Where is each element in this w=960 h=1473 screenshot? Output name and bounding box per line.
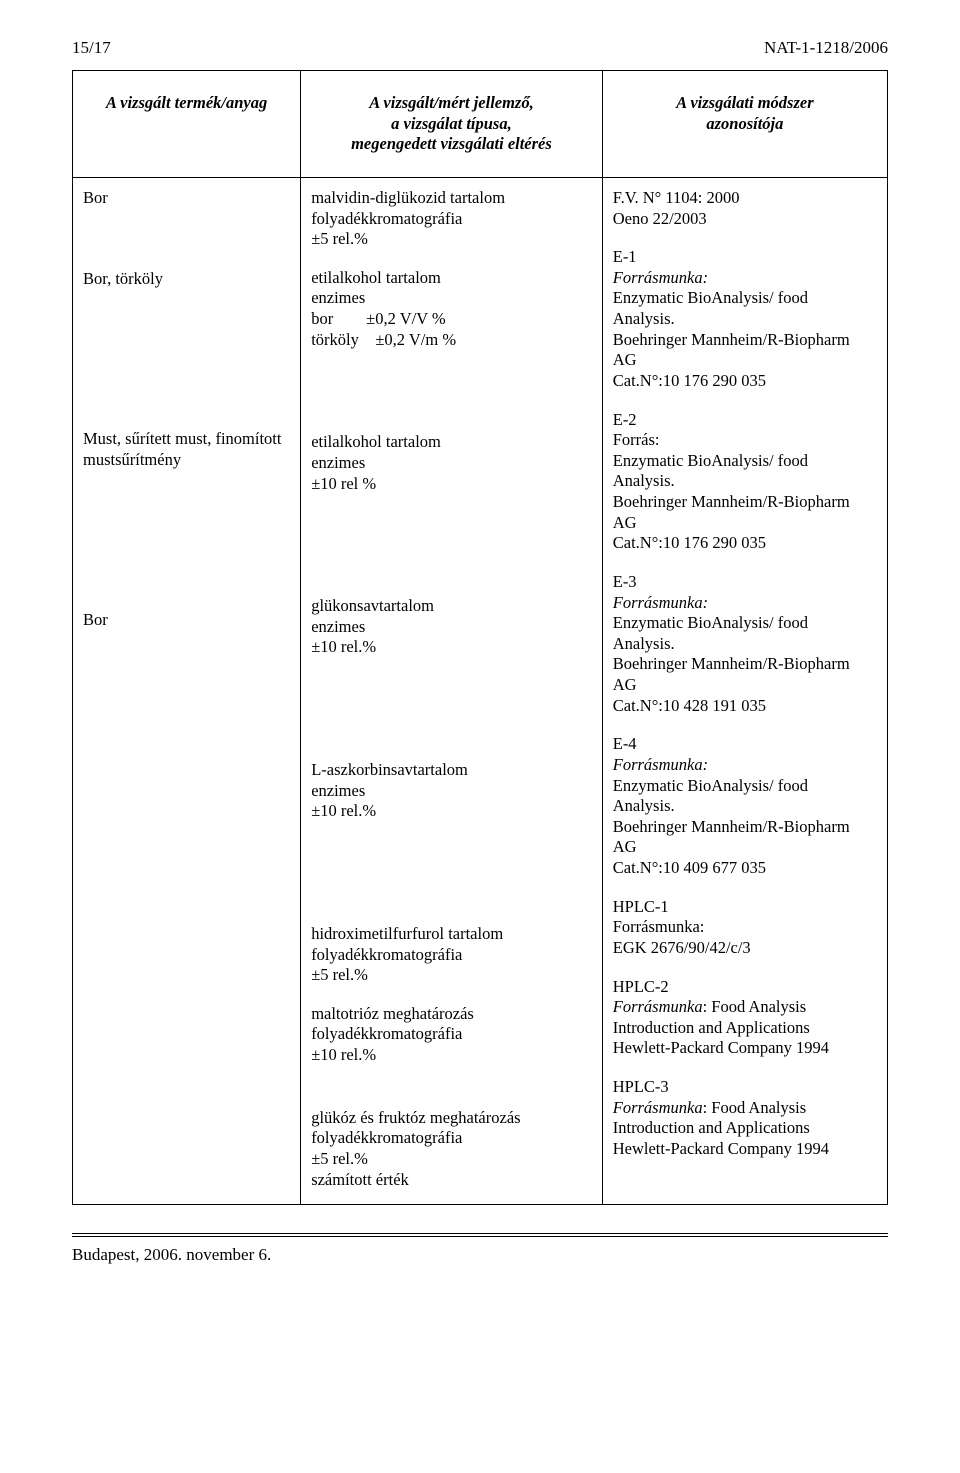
method-line: Boehringer Mannheim/R-Biopharm (613, 654, 879, 675)
measured-property: etilalkohol tartalomenzimes±10 rel % (311, 432, 594, 494)
method-line: Forrásmunka: Food Analysis (613, 1098, 879, 1119)
method-line: AG (613, 837, 879, 858)
method-id: HPLC-3Forrásmunka: Food AnalysisIntroduc… (613, 1077, 879, 1160)
method-line: Introduction and Applications (613, 1118, 879, 1139)
method-line: Enzymatic BioAnalysis/ food (613, 288, 879, 309)
method-line: Analysis. (613, 309, 879, 330)
method-line: Forrásmunka: (613, 593, 879, 614)
method-line: Analysis. (613, 796, 879, 817)
method-line: Enzymatic BioAnalysis/ food (613, 613, 879, 634)
method-line: Cat.N°:10 176 290 035 (613, 533, 879, 554)
method-id: HPLC-1Forrásmunka:EGK 2676/90/42/c/3 (613, 897, 879, 959)
method-line: Boehringer Mannheim/R-Biopharm (613, 492, 879, 513)
method-line: Introduction and Applications (613, 1018, 879, 1039)
measured-property: hidroximetilfurfurol tartalomfolyadékkro… (311, 924, 594, 986)
accreditation-table: A vizsgált termék/anyag A vizsgált/mért … (72, 70, 888, 1205)
method-line: Forrásmunka: (613, 268, 879, 289)
page-header: 15/17 NAT-1-1218/2006 (72, 38, 888, 58)
method-line: Oeno 22/2003 (613, 209, 879, 230)
method-line: E-1 (613, 247, 879, 268)
method-line: Cat.N°:10 176 290 035 (613, 371, 879, 392)
sample-name: Bor (83, 188, 292, 209)
page-number: 15/17 (72, 38, 111, 58)
method-line: E-3 (613, 572, 879, 593)
measured-property: malvidin-diglükozid tartalomfolyadékkrom… (311, 188, 594, 250)
method-line: AG (613, 513, 879, 534)
doc-id: NAT-1-1218/2006 (764, 38, 888, 58)
measured-property: glükonsavtartalomenzimes±10 rel.% (311, 596, 594, 658)
footer-separator (72, 1233, 888, 1234)
method-line: Analysis. (613, 471, 879, 492)
method-line: EGK 2676/90/42/c/3 (613, 938, 879, 959)
footer-separator-2 (72, 1236, 888, 1237)
method-id: E-1Forrásmunka:Enzymatic BioAnalysis/ fo… (613, 247, 879, 391)
table-row: Bor Bor, törköly Must, sűrített must, fino… (73, 177, 888, 1204)
method-line: Forrásmunka: Food Analysis (613, 997, 879, 1018)
method-line: Cat.N°:10 409 677 035 (613, 858, 879, 879)
measured-property: maltotrióz meghatározásfolyadékkromatogr… (311, 1004, 594, 1066)
method-line: Analysis. (613, 634, 879, 655)
table-body: Bor Bor, törköly Must, sűrített must, fino… (73, 177, 888, 1204)
method-line: F.V. N° 1104: 2000 (613, 188, 879, 209)
measured-property: L-aszkorbinsavtartalomenzimes±10 rel.% (311, 760, 594, 822)
sample-name: Bor, törköly (83, 269, 292, 290)
method-line: Forrás: (613, 430, 879, 451)
page: 15/17 NAT-1-1218/2006 A vizsgált termék/… (0, 0, 960, 1305)
method-line: Enzymatic BioAnalysis/ food (613, 451, 879, 472)
method-line: Forrásmunka: (613, 755, 879, 776)
measured-property: glükóz és fruktóz meghatározásfolyadékkr… (311, 1108, 594, 1191)
method-line: Hewlett-Packard Company 1994 (613, 1038, 879, 1059)
table-cell: F.V. N° 1104: 2000Oeno 22/2003E-1Forrásm… (602, 177, 887, 1204)
footer-date-place: Budapest, 2006. november 6. (72, 1245, 888, 1265)
table-head-row: A vizsgált termék/anyag A vizsgált/mért … (73, 71, 888, 178)
table-cell: malvidin-diglükozid tartalomfolyadékkrom… (301, 177, 603, 1204)
col-header-method: A vizsgálati módszerazonosítója (602, 71, 887, 178)
method-line: Cat.N°:10 428 191 035 (613, 696, 879, 717)
col-header-measured: A vizsgált/mért jellemző,a vizsgálat típ… (301, 71, 603, 178)
method-id: F.V. N° 1104: 2000Oeno 22/2003 (613, 188, 879, 229)
col-header-sample: A vizsgált termék/anyag (73, 71, 301, 178)
method-id: HPLC-2Forrásmunka: Food AnalysisIntroduc… (613, 977, 879, 1060)
method-id: E-2Forrás:Enzymatic BioAnalysis/ foodAna… (613, 410, 879, 554)
measured-property: etilalkohol tartalomenzimesbor ±0,2 V/V … (311, 268, 594, 351)
method-line: Enzymatic BioAnalysis/ food (613, 776, 879, 797)
method-line: Hewlett-Packard Company 1994 (613, 1139, 879, 1160)
method-line: AG (613, 675, 879, 696)
method-line: E-4 (613, 734, 879, 755)
method-line: Forrásmunka: (613, 917, 879, 938)
table-cell: Bor Bor, törköly Must, sűrített must, fino… (73, 177, 301, 1204)
sample-name: Bor (83, 610, 292, 631)
method-line: AG (613, 350, 879, 371)
method-line: HPLC-1 (613, 897, 879, 918)
sample-name: Must, sűrített must, finomított mustsűrí… (83, 429, 292, 470)
method-line: Boehringer Mannheim/R-Biopharm (613, 817, 879, 838)
method-id: E-3Forrásmunka:Enzymatic BioAnalysis/ fo… (613, 572, 879, 716)
method-line: HPLC-3 (613, 1077, 879, 1098)
method-line: E-2 (613, 410, 879, 431)
method-line: HPLC-2 (613, 977, 879, 998)
method-line: Boehringer Mannheim/R-Biopharm (613, 330, 879, 351)
method-id: E-4Forrásmunka:Enzymatic BioAnalysis/ fo… (613, 734, 879, 878)
